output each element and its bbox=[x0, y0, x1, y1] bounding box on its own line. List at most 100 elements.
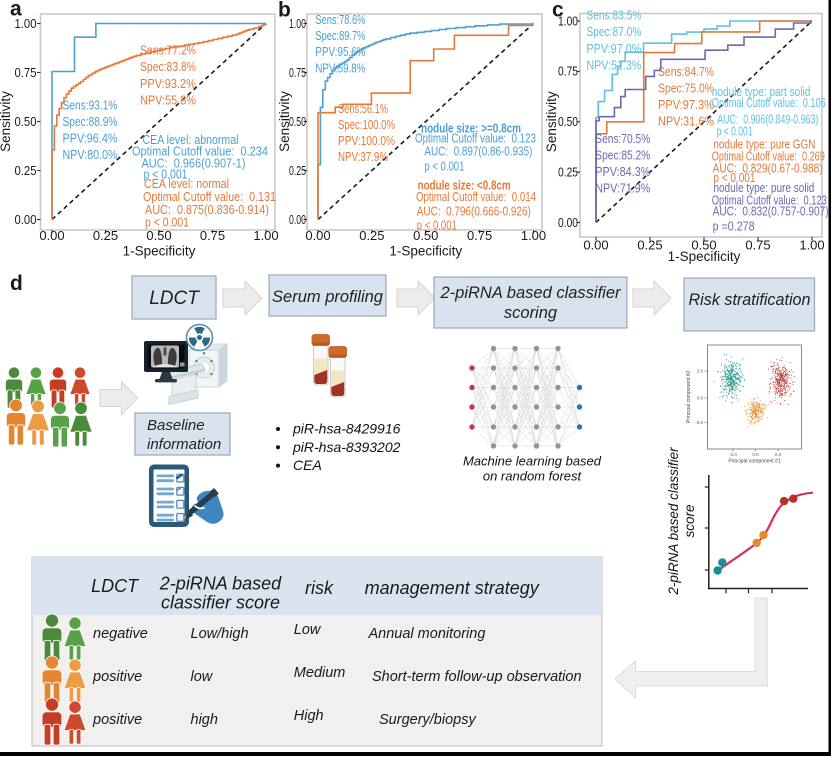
svg-text:Optimal Cutoff value: 0.014: Optimal Cutoff value: 0.014 bbox=[416, 189, 536, 204]
svg-text:1.00: 1.00 bbox=[253, 228, 278, 243]
svg-text:PPV:95.6%: PPV:95.6% bbox=[315, 44, 365, 59]
svg-text:0.0: 0.0 bbox=[697, 396, 704, 401]
svg-text:Low: Low bbox=[294, 622, 322, 638]
svg-text:0.75: 0.75 bbox=[289, 65, 306, 80]
svg-text:0.25: 0.25 bbox=[359, 228, 384, 243]
svg-text:p < 0.001: p < 0.001 bbox=[717, 124, 753, 138]
svg-text:Sens:70.5%: Sens:70.5% bbox=[595, 131, 650, 146]
svg-text:Spec:85.2%: Spec:85.2% bbox=[595, 147, 650, 162]
svg-text:0.25: 0.25 bbox=[93, 228, 118, 243]
svg-text:Optimal Cutoff value: 0.106: Optimal Cutoff value: 0.106 bbox=[712, 96, 826, 110]
svg-text:2-piRNA based classifier: 2-piRNA based classifier bbox=[439, 284, 622, 302]
svg-text:piR-hsa-8393202: piR-hsa-8393202 bbox=[292, 439, 401, 455]
svg-text:NPV:31.6%: NPV:31.6% bbox=[658, 114, 714, 129]
svg-text:Medium: Medium bbox=[294, 665, 346, 681]
svg-text:negative: negative bbox=[93, 626, 148, 642]
svg-text:0.00: 0.00 bbox=[39, 228, 64, 243]
svg-text:score: score bbox=[682, 504, 697, 537]
svg-text:p < 0.001: p < 0.001 bbox=[417, 218, 457, 233]
svg-text:high: high bbox=[191, 712, 218, 728]
svg-text:2.0: 2.0 bbox=[775, 452, 782, 457]
svg-text:0.75: 0.75 bbox=[200, 228, 225, 243]
svg-text:0.00: 0.00 bbox=[558, 215, 578, 230]
svg-text:0.0: 0.0 bbox=[752, 452, 759, 457]
svg-text:0.75: 0.75 bbox=[558, 64, 578, 79]
svg-text:0.25: 0.25 bbox=[637, 238, 662, 253]
svg-text:classifier score: classifier score bbox=[161, 593, 280, 613]
svg-text:Risk stratification: Risk stratification bbox=[689, 291, 811, 309]
svg-text:AUC: 0.796(0.666-0.926): AUC: 0.796(0.666-0.926) bbox=[417, 203, 531, 218]
svg-text:LDCT: LDCT bbox=[91, 576, 140, 596]
svg-text:0.75: 0.75 bbox=[745, 238, 770, 253]
svg-text:1.00: 1.00 bbox=[799, 238, 824, 253]
svg-text:Spec:83.8%: Spec:83.8% bbox=[140, 59, 196, 74]
svg-text:NPV:37.9%: NPV:37.9% bbox=[338, 149, 388, 164]
svg-text:Sensitivity: Sensitivity bbox=[544, 91, 559, 152]
svg-text:NPV:55.8%: NPV:55.8% bbox=[140, 93, 196, 108]
svg-text:NPV:80.0%: NPV:80.0% bbox=[63, 147, 118, 162]
svg-text:piR-hsa-8429916: piR-hsa-8429916 bbox=[292, 421, 401, 437]
svg-text:AUC: 0.897(0.86-0.935): AUC: 0.897(0.86-0.935) bbox=[424, 143, 532, 158]
svg-text:Spec:87.0%: Spec:87.0% bbox=[586, 24, 641, 39]
svg-text:-2.0: -2.0 bbox=[729, 452, 737, 457]
svg-text:1-Specificity: 1-Specificity bbox=[668, 249, 741, 264]
svg-text:Spec:89.7%: Spec:89.7% bbox=[315, 28, 365, 43]
svg-text:0.75: 0.75 bbox=[467, 228, 492, 243]
svg-text:2-piRNA based: 2-piRNA based bbox=[159, 574, 282, 594]
svg-text:Sensitivity: Sensitivity bbox=[0, 91, 13, 152]
svg-text:risk: risk bbox=[305, 578, 334, 598]
svg-text:Sens:77.2%: Sens:77.2% bbox=[140, 43, 196, 58]
svg-text:b: b bbox=[278, 0, 291, 22]
svg-text:Sens:78.6%: Sens:78.6% bbox=[315, 12, 365, 27]
svg-text:1-Specificity: 1-Specificity bbox=[123, 244, 196, 259]
svg-text:2-piRNA based classifier: 2-piRNA based classifier bbox=[666, 447, 681, 596]
svg-text:Surgery/biopsy: Surgery/biopsy bbox=[379, 712, 476, 728]
svg-text:NPV:59.8%: NPV:59.8% bbox=[315, 60, 365, 75]
svg-text:scoring: scoring bbox=[504, 304, 558, 322]
svg-text:NPV:51.3%: NPV:51.3% bbox=[586, 58, 641, 73]
svg-text:0.25: 0.25 bbox=[15, 163, 37, 178]
svg-text:0.00: 0.00 bbox=[289, 212, 306, 227]
svg-text:0.00: 0.00 bbox=[305, 228, 330, 243]
svg-text:PPV:97.0%: PPV:97.0% bbox=[586, 41, 641, 56]
svg-text:0.25: 0.25 bbox=[289, 163, 306, 178]
svg-text:1.00: 1.00 bbox=[289, 16, 306, 31]
svg-text:LDCT: LDCT bbox=[149, 288, 200, 309]
svg-text:PPV:93.2%: PPV:93.2% bbox=[140, 76, 196, 91]
svg-text:Machine learning based: Machine learning based bbox=[463, 453, 602, 468]
svg-text:0.25: 0.25 bbox=[558, 164, 578, 179]
svg-text:Annual monitoring: Annual monitoring bbox=[368, 626, 486, 642]
svg-text:Low/high: Low/high bbox=[191, 626, 249, 642]
svg-text:Sens:56.1%: Sens:56.1% bbox=[338, 101, 388, 116]
svg-text:positive: positive bbox=[92, 669, 142, 685]
svg-text:Spec:75.0%: Spec:75.0% bbox=[658, 81, 714, 96]
svg-text:CEA: CEA bbox=[293, 457, 322, 473]
svg-text:PPV:84.3%: PPV:84.3% bbox=[595, 164, 650, 179]
svg-text:Serum profiling: Serum profiling bbox=[272, 288, 384, 306]
svg-text:on random forest: on random forest bbox=[483, 469, 583, 484]
svg-text:Short-term follow-up observati: Short-term follow-up observation bbox=[372, 669, 582, 685]
svg-text:c: c bbox=[552, 0, 564, 22]
svg-text:Sens:84.7%: Sens:84.7% bbox=[658, 64, 714, 79]
svg-text:information: information bbox=[147, 436, 221, 453]
svg-text:Spec:88.9%: Spec:88.9% bbox=[63, 114, 118, 129]
svg-text:low: low bbox=[191, 669, 214, 685]
svg-text:0.00: 0.00 bbox=[583, 238, 608, 253]
svg-text:AUC: 0.832(0.757-0.907): AUC: 0.832(0.757-0.907) bbox=[713, 205, 829, 219]
svg-text:d: d bbox=[10, 272, 23, 295]
svg-text:p =0.278: p =0.278 bbox=[713, 220, 755, 234]
svg-text:p < 0.001: p < 0.001 bbox=[145, 215, 189, 230]
svg-text:management strategy: management strategy bbox=[365, 578, 540, 598]
svg-text:PPV:96.4%: PPV:96.4% bbox=[63, 131, 118, 146]
svg-text:Sensitivity: Sensitivity bbox=[277, 91, 292, 152]
svg-text:NPV:71.9%: NPV:71.9% bbox=[595, 180, 650, 195]
svg-text:Principal component #2: Principal component #2 bbox=[686, 371, 692, 423]
svg-text:0.50: 0.50 bbox=[558, 114, 578, 129]
svg-text:Sens:83.5%: Sens:83.5% bbox=[586, 8, 641, 23]
svg-text:PPV:100.0%: PPV:100.0% bbox=[338, 133, 395, 148]
svg-text:1-Specificity: 1-Specificity bbox=[389, 244, 462, 259]
svg-text:a: a bbox=[10, 0, 22, 21]
svg-text:0.75: 0.75 bbox=[15, 65, 37, 80]
svg-text:-2.0: -2.0 bbox=[695, 420, 703, 425]
svg-text:Spec:100.0%: Spec:100.0% bbox=[338, 117, 395, 132]
